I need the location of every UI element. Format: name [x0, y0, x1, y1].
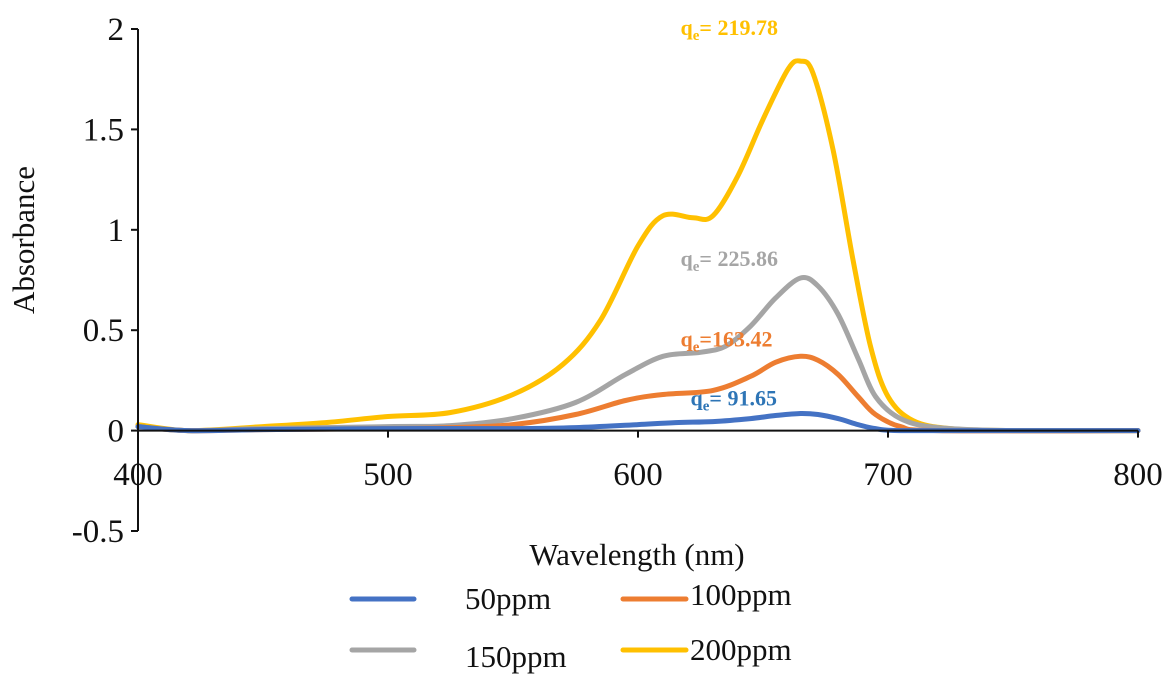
legend-label-150ppm: 150ppm [465, 639, 567, 674]
y-tick-label: 0 [108, 414, 125, 450]
y-tick-label: 0.5 [83, 313, 124, 349]
series-line-200ppm [135, 58, 1141, 434]
x-tick-label: 400 [113, 457, 163, 493]
x-tick-label: 500 [363, 457, 413, 493]
y-tick-label: 2 [108, 12, 125, 48]
x-tick-label: 700 [863, 457, 913, 493]
series-line-50ppm [135, 410, 1141, 434]
x-axis-title: Wavelength (nm) [529, 537, 744, 572]
qe-annotation: qe= 219.78 [681, 15, 778, 44]
legend-label-100ppm: 100ppm [690, 577, 792, 612]
axis-ticks: 2 1.5 1 0.5 0 -0.5 400 500 600 700 800 [72, 12, 1163, 550]
annotations: qe= 219.78 qe= 225.86 qe=163.42 qe= 91.65 [681, 15, 778, 414]
qe-annotation: qe=163.42 [681, 326, 773, 355]
x-tick-label: 800 [1113, 457, 1163, 493]
y-tick-label: 1 [108, 213, 125, 249]
series-line-150ppm [135, 275, 1141, 434]
qe-annotation: qe= 91.65 [691, 386, 777, 415]
x-tick-label: 600 [613, 457, 663, 493]
legend: 50ppm 100ppm 150ppm 200ppm [349, 577, 792, 674]
y-tick-label: 1.5 [83, 112, 124, 148]
qe-annotation: qe= 225.86 [681, 246, 778, 275]
legend-label-200ppm: 200ppm [690, 632, 792, 667]
y-tick-label: -0.5 [72, 514, 124, 550]
legend-label-50ppm: 50ppm [465, 581, 551, 616]
y-axis-title: Absorbance [6, 166, 41, 314]
series-lines [135, 58, 1141, 434]
